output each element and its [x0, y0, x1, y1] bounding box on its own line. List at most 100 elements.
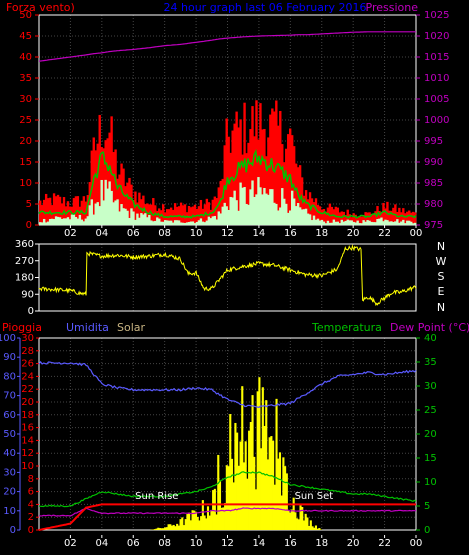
rain-ytick-label: 20	[21, 397, 34, 408]
wind-gust-bar	[179, 202, 183, 225]
temperature-ytick-label: 30	[424, 381, 437, 392]
wind-speed-bar	[164, 220, 167, 225]
wind-speed-bar	[322, 221, 326, 225]
wind-gust-bar	[158, 208, 161, 225]
wind-gust-bar	[396, 211, 399, 225]
humidity-ytick-label: 60	[3, 410, 16, 421]
wind-xtick-label: 06	[127, 228, 140, 239]
wind-speed-bar	[263, 187, 266, 225]
solar-bar	[289, 512, 292, 530]
wind-xtick-label: 00	[410, 228, 423, 239]
wind-gust-bar	[108, 132, 111, 225]
pressure-ytick-label: 980	[424, 199, 443, 210]
wind-speed-bar	[386, 220, 389, 225]
wind-speed-bar	[181, 222, 185, 225]
wind-speed-bar	[249, 189, 252, 225]
pressure-ytick-label: 1025	[424, 10, 449, 21]
rain-legend: Pioggia	[2, 321, 42, 334]
wind-speed-bar	[179, 222, 183, 225]
wind-gust-bar	[372, 214, 375, 225]
solar-bar	[239, 441, 242, 530]
solar-bar	[201, 500, 204, 530]
wind-speed-bar	[142, 214, 145, 225]
wind-gust-bar	[52, 193, 56, 225]
wind-gust-bar	[72, 198, 76, 225]
wind-gust-bar	[66, 201, 70, 225]
rain-ytick-label: 8	[28, 474, 34, 485]
wind-gust-bar	[404, 213, 407, 225]
wind-speed-bar	[378, 218, 381, 225]
wind-speed-bar	[39, 222, 42, 225]
wind-gust-bar	[215, 198, 218, 225]
wind-speed-bar	[243, 187, 246, 225]
wind-speed-bar	[330, 222, 334, 225]
solar-bar	[172, 524, 175, 530]
wind-xtick-label: 08	[158, 228, 171, 239]
wind-speed-bar	[175, 220, 179, 225]
solar-bar	[314, 525, 318, 530]
wind-speed-bar	[253, 196, 256, 225]
temperature-ytick-label: 15	[424, 453, 437, 464]
wind-ytick-label: 20	[19, 136, 32, 147]
wind-speed-bar	[374, 222, 377, 225]
wind-speed-bar	[195, 221, 199, 225]
wind-speed-bar	[308, 214, 312, 225]
wind-speed-bar	[277, 210, 280, 225]
wind-speed-bar	[122, 208, 125, 225]
wind-speed-bar	[108, 181, 111, 225]
wind-gust-bar	[44, 193, 48, 225]
wind-speed-bar	[70, 214, 74, 225]
temperature-legend: Temperatura	[311, 321, 382, 334]
wind-speed-bar	[229, 196, 232, 225]
wind-speed-bar	[292, 198, 296, 225]
wind-speed-bar	[144, 213, 147, 225]
wind-gust-bar	[110, 116, 113, 225]
wind-speed-bar	[124, 208, 127, 225]
wind-speed-bar	[314, 219, 318, 225]
wind-gust-bar	[261, 129, 264, 225]
wind-gust-bar	[406, 211, 409, 225]
pressure-ytick-label: 1015	[424, 52, 449, 63]
solar-bar	[193, 510, 196, 530]
wind-speed-bar	[197, 220, 201, 225]
wind-speed-bar	[76, 218, 80, 225]
wind-gust-bar	[344, 215, 347, 225]
wind-gust-bar	[332, 209, 336, 225]
wind-speed-bar	[316, 218, 320, 225]
bottom-xtick-label: 06	[127, 538, 140, 549]
wind-gust-bar	[98, 114, 101, 225]
solar-bar	[165, 527, 168, 530]
wind-speed-bar	[404, 223, 407, 225]
wind-gust-bar	[150, 204, 153, 225]
wind-speed-axis-title: Forza vento)	[6, 1, 75, 14]
wind-gust-bar	[312, 202, 316, 225]
wind-speed-bar	[134, 219, 137, 225]
wind-speed-bar	[78, 214, 82, 225]
humidity-ytick-label: 20	[3, 487, 16, 498]
solar-bar	[272, 440, 275, 530]
wind-speed-bar	[396, 219, 399, 225]
wind-speed-bar	[102, 200, 105, 225]
solar-bar	[194, 511, 198, 530]
wind-speed-bar	[221, 206, 224, 225]
wind-speed-bar	[199, 218, 203, 225]
wind-gust-bar	[124, 186, 127, 225]
wind-speed-bar	[257, 177, 260, 225]
direction-ytick-label: 180	[15, 273, 34, 284]
wind-speed-bar	[213, 215, 216, 225]
humidity-ytick-label: 100	[0, 333, 16, 344]
wind-speed-bar	[42, 218, 46, 225]
wind-speed-bar	[356, 220, 359, 225]
temperature-ytick-label: 35	[424, 357, 437, 368]
wind-speed-bar	[84, 218, 88, 225]
wind-speed-bar	[267, 194, 270, 225]
solar-bar	[186, 514, 189, 530]
wind-speed-bar	[152, 221, 155, 225]
bottom-xtick-label: 16	[284, 538, 297, 549]
solar-bar	[318, 528, 321, 530]
wind-speed-bar	[241, 187, 244, 225]
temperature-ytick-label: 0	[424, 525, 430, 536]
rain-ytick-label: 14	[21, 435, 34, 446]
wind-speed-bar	[296, 203, 300, 225]
wind-speed-bar	[298, 207, 302, 225]
